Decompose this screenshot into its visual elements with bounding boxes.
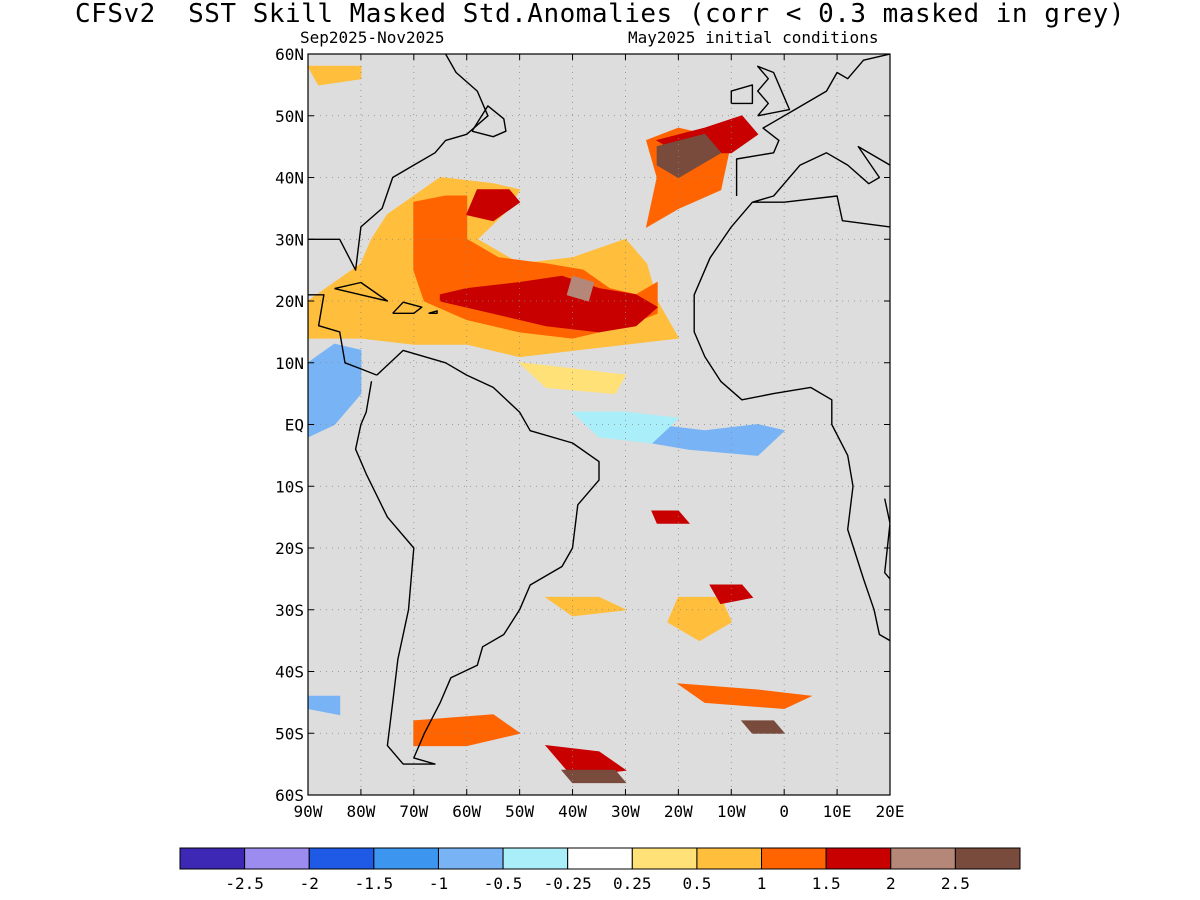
anomaly-region bbox=[676, 683, 813, 710]
lon-tick-label: 20E bbox=[876, 802, 905, 821]
lat-tick-label: 30N bbox=[275, 230, 304, 249]
colorbar-swatch bbox=[890, 847, 956, 870]
anomaly-region bbox=[544, 744, 627, 778]
colorbar-swatch bbox=[373, 847, 439, 870]
lon-tick-label: 0 bbox=[779, 802, 789, 821]
anomaly-region bbox=[651, 423, 786, 456]
colorbar-swatch bbox=[244, 847, 310, 870]
anomaly-region bbox=[308, 343, 362, 438]
lat-tick-label: 30S bbox=[275, 601, 304, 620]
colorbar: -2.5 -2 -1.5 -1 -0.5 -0.25 0.25 0.5 1 1.5 2 2.5 bbox=[179, 847, 1021, 893]
lon-tick-label: 30W bbox=[611, 802, 640, 821]
lon-tick-label: 10W bbox=[717, 802, 746, 821]
colorbar-label: 0.5 bbox=[682, 874, 711, 893]
lat-tick-label: 60S bbox=[275, 786, 304, 805]
colorbar-swatch bbox=[696, 847, 763, 870]
lat-tick-label: 10S bbox=[275, 477, 304, 496]
map-area bbox=[308, 17, 890, 795]
coastline-europe bbox=[735, 54, 890, 196]
colorbar-label: -0.25 bbox=[544, 874, 592, 893]
anomaly-layer bbox=[308, 65, 813, 784]
colorbar-swatch bbox=[761, 847, 827, 870]
lat-tick-label: 40S bbox=[275, 663, 304, 682]
colorbar-label: 1 bbox=[757, 874, 767, 893]
colorbar-swatch bbox=[437, 847, 504, 870]
lat-tick-label: 40N bbox=[275, 169, 304, 188]
coastline-hispaniola bbox=[392, 301, 423, 314]
coastline-puerto-rico bbox=[428, 310, 438, 314]
colorbar-label: 2 bbox=[886, 874, 896, 893]
anomaly-region bbox=[571, 411, 680, 444]
lon-tick-label: 70W bbox=[399, 802, 428, 821]
anomaly-region bbox=[566, 275, 595, 302]
lon-tick-label: 80W bbox=[346, 802, 375, 821]
coastline-central-america bbox=[308, 294, 378, 376]
anomaly-region bbox=[740, 720, 786, 734]
anomaly-region bbox=[544, 596, 628, 617]
coastline-iceland bbox=[657, 17, 710, 36]
colorbar-label: -2 bbox=[300, 874, 319, 893]
coastlines bbox=[308, 17, 890, 765]
anomaly-region bbox=[308, 695, 341, 716]
valid-period: Sep2025-Nov2025 bbox=[300, 28, 445, 47]
anomaly-region bbox=[560, 769, 627, 784]
coastline-cuba bbox=[334, 281, 389, 302]
coastline-north-america bbox=[308, 54, 489, 271]
colorbar-label: -2.5 bbox=[225, 874, 264, 893]
lat-tick-label: 10N bbox=[275, 354, 304, 373]
colorbar-swatch bbox=[631, 847, 698, 870]
coastline-south-america bbox=[354, 349, 600, 765]
coastline-mediterranean-north bbox=[752, 145, 890, 203]
colorbar-swatch bbox=[954, 847, 1021, 870]
colorbar-swatch bbox=[567, 847, 633, 870]
coastline-newfoundland bbox=[471, 105, 507, 138]
lat-tick-label: 50N bbox=[275, 107, 304, 126]
anomaly-region bbox=[413, 714, 521, 747]
lat-tick-label: EQ bbox=[285, 416, 304, 435]
anomaly-region bbox=[466, 189, 521, 222]
initial-conditions: May2025 initial conditions bbox=[628, 28, 879, 47]
coastline-british-isles bbox=[757, 65, 791, 117]
lon-tick-label: 20W bbox=[664, 802, 693, 821]
anomaly-region bbox=[651, 510, 690, 524]
grid-lines bbox=[308, 54, 890, 795]
anomaly-region bbox=[656, 133, 722, 179]
colorbar-swatch bbox=[825, 847, 892, 870]
lat-tick-label: 20S bbox=[275, 539, 304, 558]
lon-tick-label: 50W bbox=[505, 802, 534, 821]
coastline-africa bbox=[693, 201, 890, 642]
colorbar-label: 1.5 bbox=[812, 874, 841, 893]
lon-tick-label: 60W bbox=[452, 802, 481, 821]
colorbar-swatch bbox=[308, 847, 375, 870]
lon-tick-label: 90W bbox=[294, 802, 323, 821]
colorbar-swatch bbox=[179, 847, 246, 870]
lat-tick-label: 20N bbox=[275, 292, 304, 311]
coastline-ireland bbox=[730, 84, 754, 105]
colorbar-label: 2.5 bbox=[941, 874, 970, 893]
colorbar-label: -0.5 bbox=[484, 874, 523, 893]
anomaly-region bbox=[667, 596, 732, 642]
coastline-mediterranean-south bbox=[752, 195, 890, 228]
colorbar-swatch bbox=[502, 847, 569, 870]
lon-tick-label: 40W bbox=[558, 802, 587, 821]
lon-tick-label: 10E bbox=[823, 802, 852, 821]
plot-title: CFSv2 SST Skill Masked Std.Anomalies (co… bbox=[75, 0, 1125, 29]
colorbar-label: -1 bbox=[429, 874, 448, 893]
lat-tick-label: 60N bbox=[275, 45, 304, 64]
lat-tick-label: 50S bbox=[275, 724, 304, 743]
map-axes: 60N 50N 40N 30N 20N 10N EQ 10S 20S 30S 40S 50S 60S90… bbox=[275, 45, 904, 821]
colorbar-label: -1.5 bbox=[355, 874, 394, 893]
colorbar-label: 0.25 bbox=[613, 874, 652, 893]
